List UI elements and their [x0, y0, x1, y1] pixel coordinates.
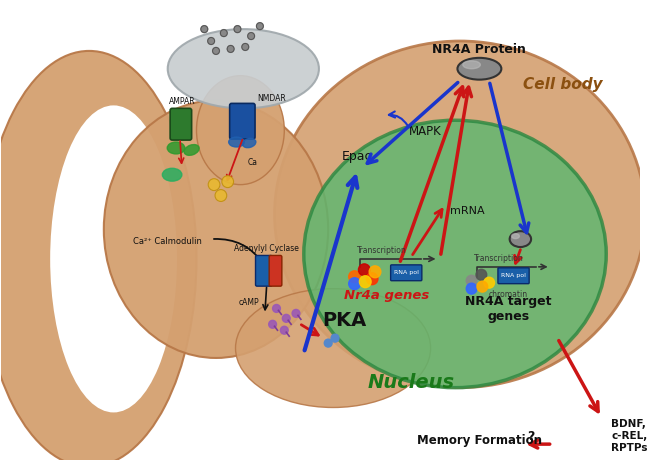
Ellipse shape	[463, 61, 480, 69]
Ellipse shape	[0, 51, 196, 463]
Ellipse shape	[162, 168, 182, 181]
Circle shape	[280, 326, 288, 334]
Circle shape	[360, 276, 371, 288]
Text: ?: ?	[527, 430, 534, 443]
Circle shape	[366, 273, 378, 285]
Circle shape	[257, 23, 263, 30]
Circle shape	[227, 45, 234, 52]
Ellipse shape	[457, 58, 501, 80]
Text: Cell body: Cell body	[523, 76, 602, 92]
Circle shape	[348, 278, 360, 290]
Circle shape	[242, 44, 249, 50]
Circle shape	[208, 179, 220, 191]
Ellipse shape	[274, 41, 645, 388]
Text: Epac: Epac	[342, 150, 373, 163]
Text: Transcription: Transcription	[474, 254, 524, 263]
Text: chromatin: chromatin	[489, 289, 528, 299]
Text: Memory Formation: Memory Formation	[417, 434, 542, 447]
Circle shape	[269, 320, 276, 328]
Ellipse shape	[168, 29, 319, 108]
FancyBboxPatch shape	[390, 265, 422, 281]
Text: Adenylyl Cyclase: Adenylyl Cyclase	[234, 244, 299, 253]
FancyBboxPatch shape	[170, 108, 192, 140]
Text: cAMP: cAMP	[238, 299, 259, 307]
Circle shape	[272, 305, 280, 313]
Ellipse shape	[512, 234, 519, 238]
Circle shape	[331, 334, 339, 342]
Text: PKA: PKA	[323, 311, 367, 330]
Text: Nr4a genes: Nr4a genes	[344, 288, 429, 301]
Text: RNA pol: RNA pol	[501, 273, 526, 278]
Circle shape	[358, 264, 370, 276]
Text: Ca: Ca	[247, 158, 257, 167]
Text: Transcription: Transcription	[357, 246, 407, 255]
Text: BDNF,
c-REL,
RPTPs: BDNF, c-REL, RPTPs	[611, 419, 648, 452]
Ellipse shape	[104, 100, 328, 358]
Circle shape	[484, 277, 495, 288]
Circle shape	[248, 32, 255, 39]
Text: RNA pol: RNA pol	[394, 270, 419, 275]
Ellipse shape	[242, 138, 256, 148]
Circle shape	[215, 189, 227, 201]
Text: NMDAR: NMDAR	[257, 94, 286, 103]
Text: Ca²⁺ Calmodulin: Ca²⁺ Calmodulin	[133, 237, 202, 246]
Circle shape	[208, 38, 215, 44]
FancyBboxPatch shape	[230, 103, 255, 139]
Circle shape	[213, 47, 219, 54]
FancyBboxPatch shape	[269, 256, 282, 286]
Ellipse shape	[50, 106, 177, 413]
Circle shape	[220, 30, 227, 37]
Ellipse shape	[167, 142, 185, 154]
Circle shape	[292, 309, 300, 317]
Text: mRNA: mRNA	[451, 206, 485, 216]
Text: NR4A target
genes: NR4A target genes	[466, 295, 552, 323]
Circle shape	[348, 271, 360, 283]
FancyBboxPatch shape	[255, 256, 272, 286]
Circle shape	[369, 266, 381, 278]
Ellipse shape	[184, 144, 199, 156]
Circle shape	[476, 269, 487, 280]
Text: AMPAR: AMPAR	[169, 97, 196, 106]
FancyBboxPatch shape	[498, 268, 529, 284]
Circle shape	[282, 314, 290, 322]
Text: Nucleus: Nucleus	[367, 373, 455, 392]
Circle shape	[466, 283, 477, 294]
Circle shape	[466, 275, 477, 286]
Circle shape	[324, 339, 332, 347]
Ellipse shape	[196, 75, 284, 185]
Ellipse shape	[229, 137, 244, 147]
Ellipse shape	[304, 120, 607, 388]
Circle shape	[234, 25, 241, 32]
Circle shape	[477, 281, 488, 292]
Circle shape	[222, 176, 234, 188]
Ellipse shape	[236, 288, 430, 407]
Text: NR4A Protein: NR4A Protein	[432, 43, 527, 56]
Circle shape	[201, 25, 208, 32]
Ellipse shape	[510, 231, 531, 247]
Text: MAPK: MAPK	[409, 125, 442, 138]
